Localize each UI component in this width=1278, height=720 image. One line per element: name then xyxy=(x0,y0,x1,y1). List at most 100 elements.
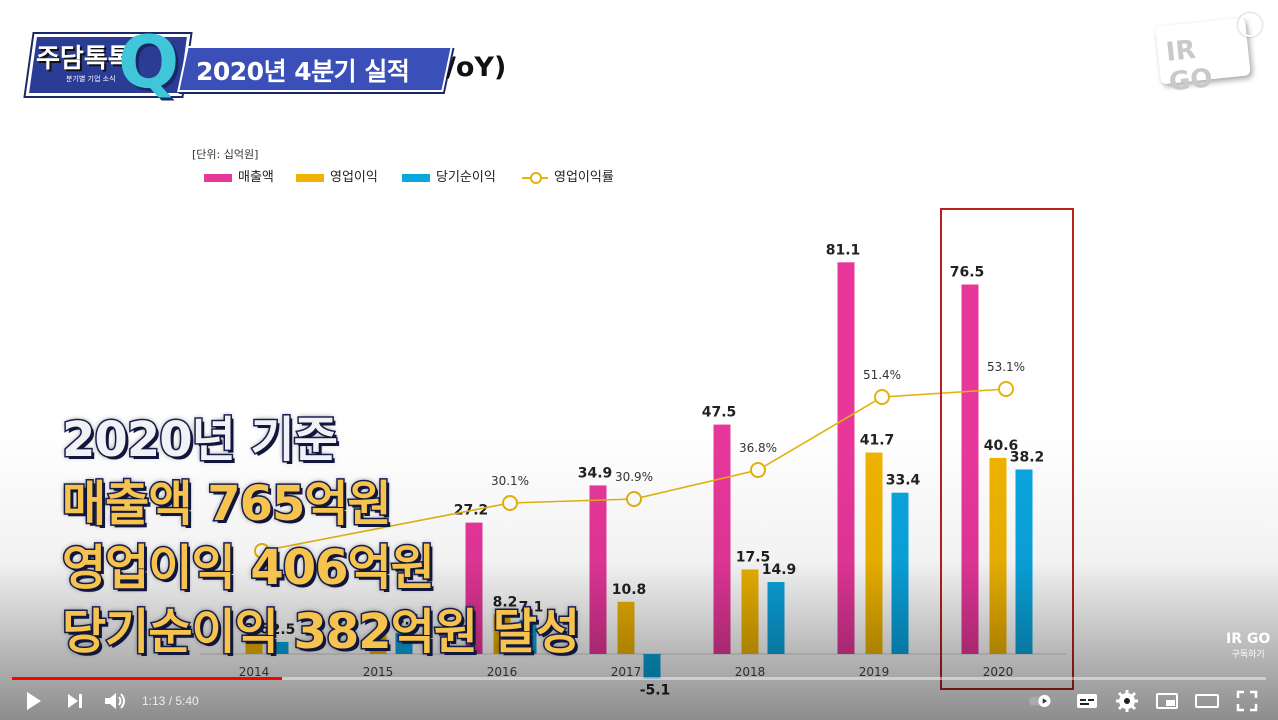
data-label-2-2018: 14.9 xyxy=(762,562,797,578)
bar-2-2020 xyxy=(1015,469,1033,654)
x-tick-2020: 2020 xyxy=(983,665,1014,679)
data-label-0-2017: 34.9 xyxy=(578,465,613,481)
legend-label-net-income: 당기순이익 xyxy=(436,170,496,185)
bar-0-2016 xyxy=(465,522,483,654)
slide-title-tail: /oY) xyxy=(446,52,507,83)
data-label-1-2019: 41.7 xyxy=(860,433,895,449)
show-badge-title: 주담톡톡 xyxy=(36,44,132,74)
bar-2-2018 xyxy=(767,582,785,654)
legend-swatch-operating-profit xyxy=(296,173,324,182)
time-current: 1:13 xyxy=(142,694,166,708)
margin-line xyxy=(261,388,1007,552)
legend-swatch-operating-margin xyxy=(522,171,548,184)
caption-line-4: 당기순이익 382억원 달성 xyxy=(60,604,581,660)
subscribe-watermark[interactable]: IR GO 구독하기 xyxy=(1226,631,1270,660)
data-label-1-2015: 4 xyxy=(376,615,386,631)
data-label-2-2017: -5.1 xyxy=(640,683,671,699)
bar-2-2014 xyxy=(271,641,289,654)
data-label-2-2016: 7.1 xyxy=(519,600,544,616)
subscribe-watermark-label: 구독하기 xyxy=(1231,650,1265,660)
legend-item-net-income: 당기순이익 xyxy=(402,166,496,185)
margin-point-2014 xyxy=(254,543,270,559)
data-label-2-2014: 2.5 xyxy=(271,622,296,638)
margin-label-2016: 30.1% xyxy=(491,474,529,488)
progress-bar-played xyxy=(12,677,282,680)
margin-label-2019: 51.4% xyxy=(863,368,901,382)
x-tick-2014: 2014 xyxy=(239,665,270,679)
next-icon[interactable] xyxy=(62,688,88,714)
caption-line-2: 매출액 765억원 xyxy=(61,476,394,532)
bar-1-2020 xyxy=(989,457,1007,654)
x-tick-2017: 2017 xyxy=(611,665,642,679)
slide-title: 2020년 4분기 실적 xyxy=(196,57,410,86)
bar-2-2019 xyxy=(891,492,909,654)
bar-1-2016 xyxy=(493,614,511,654)
volume-icon[interactable] xyxy=(102,688,128,714)
subscribe-watermark-logo: IR GO xyxy=(1226,631,1271,647)
data-label-2-2020: 38.2 xyxy=(1010,449,1045,465)
bar-1-2018 xyxy=(741,569,759,654)
play-icon[interactable] xyxy=(20,688,46,714)
bar-2-2016 xyxy=(519,619,537,654)
data-label-1-2017: 10.8 xyxy=(612,582,647,598)
fullscreen-icon[interactable] xyxy=(1234,688,1260,714)
margin-point-2017 xyxy=(626,491,642,507)
theater-icon[interactable] xyxy=(1194,688,1220,714)
data-label-1-2016: 8.2 xyxy=(493,594,518,610)
margin-point-2018 xyxy=(750,462,766,478)
x-tick-2015: 2015 xyxy=(363,665,394,679)
legend-label-operating-profit: 영업이익 xyxy=(330,170,378,185)
bar-2-2017 xyxy=(643,654,661,679)
info-icon[interactable]: i xyxy=(1238,13,1262,37)
margin-label-2020: 53.1% xyxy=(987,360,1025,374)
bar-0-2018 xyxy=(713,424,731,654)
highlight-box-2020 xyxy=(940,208,1074,690)
legend-label-operating-margin: 영업이익률 xyxy=(554,170,614,185)
caption-line-1: 2020년 기준 xyxy=(61,412,340,468)
data-label-0-2018: 47.5 xyxy=(702,405,737,421)
time-display: 1:13 / 5:40 xyxy=(142,694,199,708)
legend-swatch-sales xyxy=(204,173,232,182)
bar-0-2020 xyxy=(961,284,979,654)
chart-unit-label: [단위: 십억원] xyxy=(192,148,259,161)
bar-1-2014 xyxy=(245,641,263,654)
x-tick-2018: 2018 xyxy=(735,665,766,679)
data-label-1-2014: 2.6 xyxy=(245,621,270,637)
data-label-0-2020: 76.5 xyxy=(950,265,985,281)
bar-0-2017 xyxy=(589,485,607,654)
show-badge-q-letter: Q xyxy=(118,20,180,104)
time-separator: / xyxy=(165,694,176,708)
miniplayer-icon[interactable] xyxy=(1154,688,1180,714)
legend-item-operating-margin: 영업이익률 xyxy=(522,166,614,185)
show-badge-subtitle: 분기별 기업 소식 xyxy=(66,75,116,83)
bar-2-2015 xyxy=(395,632,413,654)
x-tick-2016: 2016 xyxy=(487,665,518,679)
data-label-1-2018: 17.5 xyxy=(736,549,771,565)
margin-point-2016 xyxy=(502,495,518,511)
legend-swatch-net-income xyxy=(402,173,430,182)
data-label-2-2019: 33.4 xyxy=(886,473,921,489)
autoplay-toggle[interactable] xyxy=(1028,688,1058,714)
bar-1-2017 xyxy=(617,601,635,654)
margin-point-2019 xyxy=(874,389,890,405)
bar-1-2019 xyxy=(865,452,883,654)
bar-0-2019 xyxy=(837,262,855,654)
data-label-0-2019: 81.1 xyxy=(826,242,861,258)
settings-icon[interactable] xyxy=(1114,688,1140,714)
legend-item-operating-profit: 영업이익 xyxy=(296,166,378,185)
legend-item-sales: 매출액 xyxy=(204,166,274,185)
margin-label-2018: 36.8% xyxy=(739,441,777,455)
x-tick-2019: 2019 xyxy=(859,665,890,679)
subtitles-icon[interactable] xyxy=(1074,688,1100,714)
progress-bar[interactable] xyxy=(12,677,1266,680)
data-label-1-2020: 40.6 xyxy=(984,438,1019,454)
bar-1-2015 xyxy=(369,634,387,654)
time-total: 5:40 xyxy=(175,694,199,708)
caption-line-3: 영업이익 406억원 xyxy=(61,540,437,596)
legend-label-sales: 매출액 xyxy=(238,170,274,185)
margin-label-2017: 30.9% xyxy=(615,470,653,484)
data-label-2-2015: 4.4 xyxy=(395,613,420,629)
